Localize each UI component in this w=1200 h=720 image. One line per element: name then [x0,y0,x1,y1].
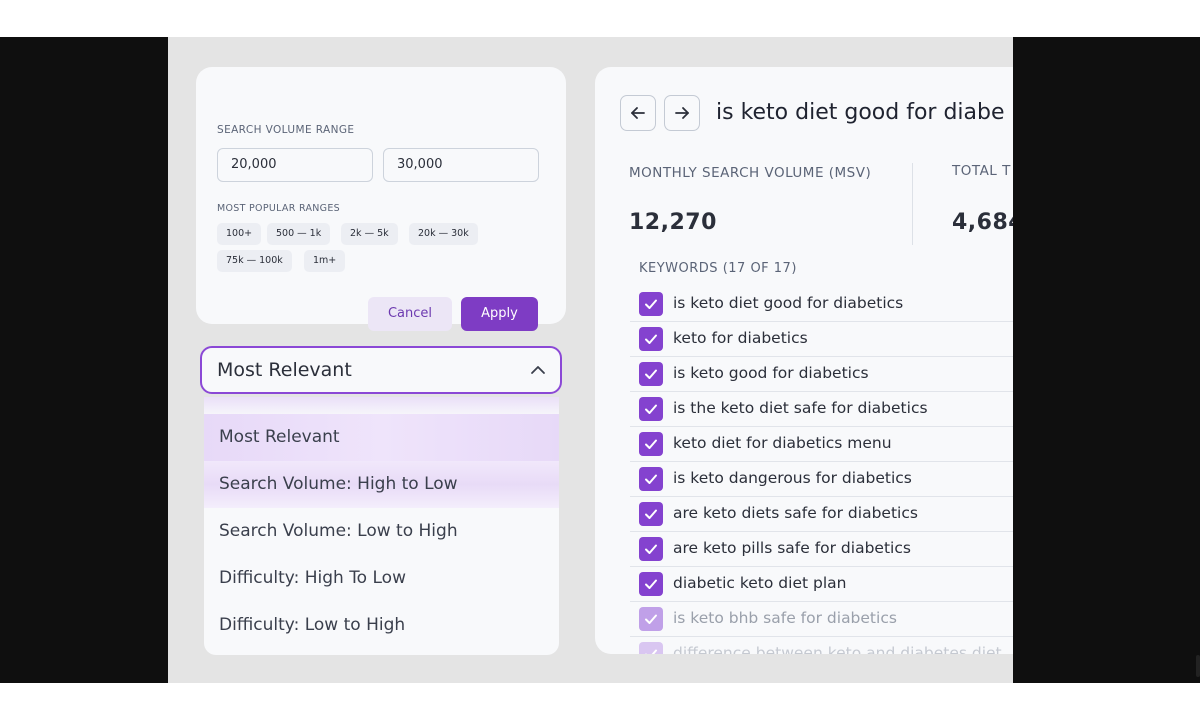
range-chip-1m-plus[interactable]: 1m+ [304,250,346,272]
arrow-right-icon [675,107,689,119]
sort-option-difficulty-high-low[interactable]: Difficulty: High To Low [219,568,406,588]
arrow-left-icon [631,107,645,119]
scrollbar-handle[interactable] [1196,655,1200,677]
keyword-row[interactable]: is keto diet good for diabetics [630,287,1013,322]
popular-ranges-label: MOST POPULAR RANGES [217,203,340,214]
checkbox-checked-icon[interactable] [639,537,663,561]
checkbox-checked-icon[interactable] [639,362,663,386]
sort-selected-value: Most Relevant [217,359,352,381]
sort-option-difficulty-low-high[interactable]: Difficulty: Low to High [219,615,406,635]
sort-option-volume-high-low[interactable]: Search Volume: High to Low [204,461,559,508]
metric-divider [912,163,913,245]
checkbox-checked-icon[interactable] [639,572,663,596]
keyword-text: is the keto diet safe for diabetics [673,399,928,417]
sort-option-volume-low-high[interactable]: Search Volume: Low to High [219,521,458,541]
keyword-text: is keto diet good for diabetics [673,294,904,312]
keyword-text: diabetic keto diet plan [673,574,847,592]
keyword-row[interactable]: is keto dangerous for diabetics [630,462,1013,497]
keyword-text: is keto good for diabetics [673,364,869,382]
keyword-text: difference between keto and diabetes die… [673,644,1002,654]
keyword-text: are keto diets safe for diabetics [673,504,918,522]
checkbox-checked-icon[interactable] [639,502,663,526]
total-label: TOTAL T [952,163,1011,179]
keywords-count-label: KEYWORDS (17 OF 17) [639,261,797,276]
keyword-row[interactable]: keto for diabetics [630,322,1013,357]
range-chip-20k-30k[interactable]: 20k — 30k [409,223,478,245]
checkbox-checked-icon[interactable] [639,642,663,654]
search-volume-range-label: SEARCH VOLUME RANGE [217,124,355,136]
sort-dropdown[interactable]: Most Relevant [200,346,562,394]
search-volume-filter-card: SEARCH VOLUME RANGE 20,000 30,000 MOST P… [196,67,566,331]
range-chip-75k-100k[interactable]: 75k — 100k [217,250,292,272]
max-volume-input[interactable]: 30,000 [383,148,539,182]
chevron-up-icon [531,366,545,374]
keyword-title: is keto diet good for diabe [716,100,1005,125]
keyword-row[interactable]: difference between keto and diabetes die… [630,637,1013,654]
checkbox-checked-icon[interactable] [639,327,663,351]
keyword-text: keto diet for diabetics menu [673,434,892,452]
cancel-button[interactable]: Cancel [368,297,452,331]
screenshot-stage: SEARCH VOLUME RANGE 20,000 30,000 MOST P… [0,37,1200,683]
range-chip-2k-5k[interactable]: 2k — 5k [341,223,398,245]
min-volume-input[interactable]: 20,000 [217,148,373,182]
apply-button[interactable]: Apply [461,297,538,331]
keyword-text: keto for diabetics [673,329,808,347]
keyword-row[interactable]: is keto good for diabetics [630,357,1013,392]
keyword-row[interactable]: keto diet for diabetics menu [630,427,1013,462]
checkbox-checked-icon[interactable] [639,432,663,456]
total-value: 4,684 [952,210,1013,235]
msv-value: 12,270 [629,210,717,235]
checkbox-checked-icon[interactable] [639,607,663,631]
sort-option-most-relevant[interactable]: Most Relevant [204,414,559,461]
back-button[interactable] [620,95,656,131]
keyword-row[interactable]: are keto diets safe for diabetics [630,497,1013,532]
range-chip-100-plus[interactable]: 100+ [217,223,262,245]
menu-glow [204,397,559,417]
range-chip-500-1k[interactable]: 500 — 1k [267,223,331,245]
msv-label: MONTHLY SEARCH VOLUME (MSV) [629,165,872,181]
keyword-text: are keto pills safe for diabetics [673,539,911,557]
checkbox-checked-icon[interactable] [639,397,663,421]
checkbox-checked-icon[interactable] [639,467,663,491]
keyword-text: is keto dangerous for diabetics [673,469,912,487]
keyword-text: is keto bhb safe for diabetics [673,609,897,627]
sort-options-menu: Most Relevant Search Volume: High to Low… [204,397,559,655]
keyword-detail-panel: is keto diet good for diabe MONTHLY SEAR… [595,67,1013,654]
keyword-row[interactable]: is the keto diet safe for diabetics [630,392,1013,427]
app-canvas: SEARCH VOLUME RANGE 20,000 30,000 MOST P… [168,37,1013,683]
keyword-row[interactable]: are keto pills safe for diabetics [630,532,1013,567]
keyword-row[interactable]: is keto bhb safe for diabetics [630,602,1013,637]
forward-button[interactable] [664,95,700,131]
keyword-row[interactable]: diabetic keto diet plan [630,567,1013,602]
checkbox-checked-icon[interactable] [639,292,663,316]
